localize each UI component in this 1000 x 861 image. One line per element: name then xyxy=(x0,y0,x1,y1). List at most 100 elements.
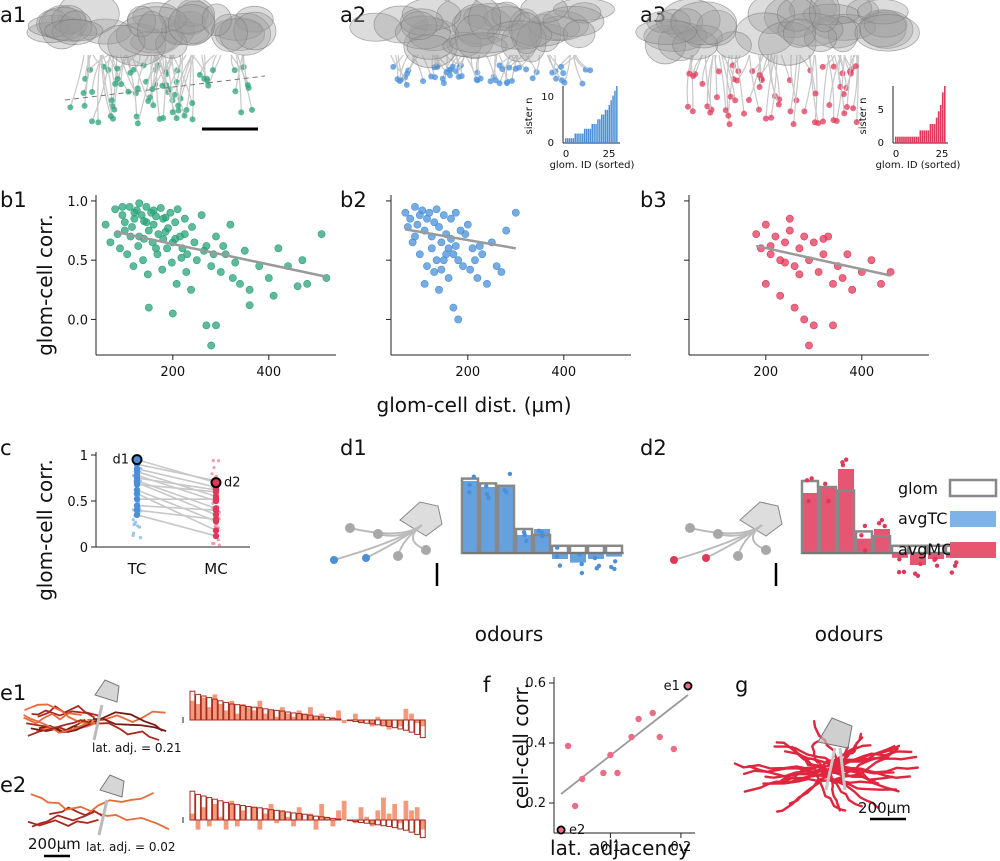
cell-bar xyxy=(285,816,291,820)
cell-bar xyxy=(229,700,235,720)
trial-dot xyxy=(609,564,614,570)
data-point xyxy=(435,285,443,294)
soma xyxy=(81,102,88,109)
glomerulus xyxy=(98,24,146,59)
partner-bar xyxy=(301,813,308,821)
x-tick-label: 400 xyxy=(256,365,281,380)
data-point xyxy=(819,250,828,259)
soma xyxy=(201,75,208,82)
data-point xyxy=(473,274,482,282)
dendrite xyxy=(789,54,798,112)
cell-bar xyxy=(369,820,375,827)
lateral-dendrite xyxy=(27,719,91,737)
soma xyxy=(82,75,89,82)
soma xyxy=(727,93,734,100)
soma xyxy=(330,556,338,564)
dendrite xyxy=(808,54,817,94)
y-tick-label: 0 xyxy=(80,541,88,556)
soma xyxy=(420,78,427,85)
soma xyxy=(690,72,697,79)
data-point xyxy=(761,220,770,229)
avg-bar xyxy=(606,553,622,557)
legend-avgtc-swatch xyxy=(950,511,996,527)
a3-inset-xlabel: glom. ID (sorted) xyxy=(876,160,961,171)
cell-bar xyxy=(375,716,381,720)
trial-dot xyxy=(915,573,921,578)
lateral-dendrite xyxy=(87,710,166,723)
trial-dot xyxy=(932,557,937,563)
partner-bar xyxy=(397,819,404,830)
dendrite xyxy=(836,54,845,122)
glomerulus xyxy=(646,11,677,33)
data-point xyxy=(142,218,151,227)
dendrite xyxy=(485,54,495,77)
data-point xyxy=(129,262,138,271)
partner-bar xyxy=(189,790,196,821)
trial-dot xyxy=(471,474,477,479)
soma xyxy=(171,91,178,98)
glomerulus xyxy=(449,32,517,54)
a2-inset-xlabel: glom. ID (sorted) xyxy=(550,160,635,171)
soma xyxy=(553,75,560,82)
inset-bar xyxy=(595,124,597,143)
soma xyxy=(67,104,74,111)
data-point xyxy=(656,733,663,741)
soma xyxy=(499,66,506,73)
trial-dot xyxy=(952,563,958,569)
mc-faint-point xyxy=(212,465,216,470)
highlight-point xyxy=(683,681,693,691)
glomerulus xyxy=(399,8,444,36)
highlight-tc xyxy=(131,454,143,466)
inset-bar xyxy=(931,124,934,143)
soma xyxy=(560,70,567,77)
data-point xyxy=(135,199,144,208)
soma xyxy=(819,63,826,70)
cell-bar xyxy=(206,707,212,720)
dendrite xyxy=(770,54,778,118)
highlight-label-d1: d1 xyxy=(112,453,129,468)
data-point xyxy=(461,230,470,239)
partner-bar xyxy=(318,816,325,821)
data-point xyxy=(219,242,228,250)
glomerulus xyxy=(863,11,908,38)
inset-bar xyxy=(582,133,584,143)
soma xyxy=(826,102,833,109)
g-cell-morphology xyxy=(733,717,919,813)
cell-bar xyxy=(274,716,280,720)
inset-bar xyxy=(602,114,605,143)
trial-dot xyxy=(522,532,527,538)
soma xyxy=(189,100,196,107)
inset-bar xyxy=(911,136,913,143)
data-point xyxy=(790,262,799,271)
cell-bar xyxy=(386,813,392,820)
soma xyxy=(404,70,411,77)
partner-bar xyxy=(279,710,286,721)
inset-bar xyxy=(612,95,614,143)
glom-bar xyxy=(604,544,624,555)
x-tick-label: 200 xyxy=(160,365,185,380)
glomerulus xyxy=(486,20,553,50)
data-point xyxy=(843,250,852,259)
soma xyxy=(756,72,763,79)
glomerulus xyxy=(672,29,719,60)
cell-bar xyxy=(223,710,229,720)
cell-bar xyxy=(324,816,330,820)
soma xyxy=(732,97,739,104)
data-point xyxy=(449,250,458,259)
glomerulus xyxy=(212,18,263,41)
partner-bar xyxy=(211,698,218,721)
cell-bar xyxy=(308,707,313,720)
data-point xyxy=(120,218,129,227)
data-point xyxy=(236,279,244,288)
lateral-dendrite xyxy=(95,722,160,741)
glomerulus xyxy=(782,18,817,48)
data-point xyxy=(437,238,446,247)
inset-bar xyxy=(576,133,578,143)
cell-bar xyxy=(240,810,246,820)
dendrite xyxy=(235,54,242,113)
soma xyxy=(114,75,121,82)
glomerulus xyxy=(802,3,860,25)
dendrite xyxy=(767,54,780,105)
inset-bar xyxy=(600,114,603,143)
data-point xyxy=(877,279,885,288)
